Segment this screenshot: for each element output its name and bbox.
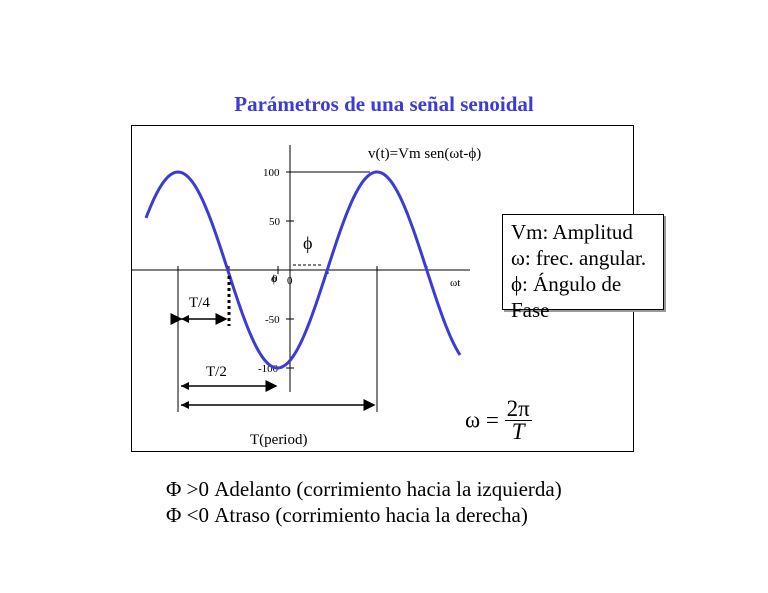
ytick-100: 100	[263, 167, 280, 179]
amplitude-text: Vm: Amplitud	[511, 220, 633, 244]
formula-denominator: T	[511, 419, 525, 444]
phi-small-label: ϕ	[271, 273, 277, 285]
period-arrow-left-head	[181, 401, 189, 409]
half-period-label: T/2	[206, 364, 227, 380]
period-label: T(period)	[250, 432, 307, 448]
phase-notes: Φ >0 Adelanto (corrimiento hacia la izqu…	[166, 476, 562, 528]
equation-label: v(t)=Vm sen(ωt-ϕ)	[368, 146, 481, 162]
lag-note: Φ <0 Atraso (corrimiento hacia la derech…	[166, 503, 528, 527]
ytick-neg50: -50	[265, 314, 280, 326]
phase-text: ϕ: Ángulo de Fase	[511, 272, 622, 322]
axis-zero-label: 0	[287, 275, 293, 287]
formula-fraction: 2π T	[504, 396, 532, 444]
page-title: Parámetros de una señal senoidal	[234, 92, 534, 116]
formula-lhs: ω =	[465, 407, 499, 433]
frequency-text: ω: frec. angular.	[511, 246, 647, 270]
parameters-box: Vm: Amplitud ω: frec. angular. ϕ: Ángulo…	[502, 214, 664, 322]
quarter-period-label: T/4	[189, 295, 210, 311]
ytick-0: 0	[272, 273, 278, 285]
lead-note: Φ >0 Adelanto (corrimiento hacia la izqu…	[166, 477, 562, 501]
phi-label: ϕ	[303, 233, 312, 253]
x-axis-label: ωt	[450, 277, 460, 289]
y-ticks	[286, 171, 294, 369]
half-arrow-left-head	[181, 382, 189, 390]
ytick-50: 50	[269, 216, 281, 228]
sine-curve	[144, 170, 462, 370]
formula-numerator: 2π	[504, 396, 532, 421]
omega-formula: ω = 2π T	[465, 396, 532, 444]
quarter-arrow-left-head	[181, 315, 189, 323]
